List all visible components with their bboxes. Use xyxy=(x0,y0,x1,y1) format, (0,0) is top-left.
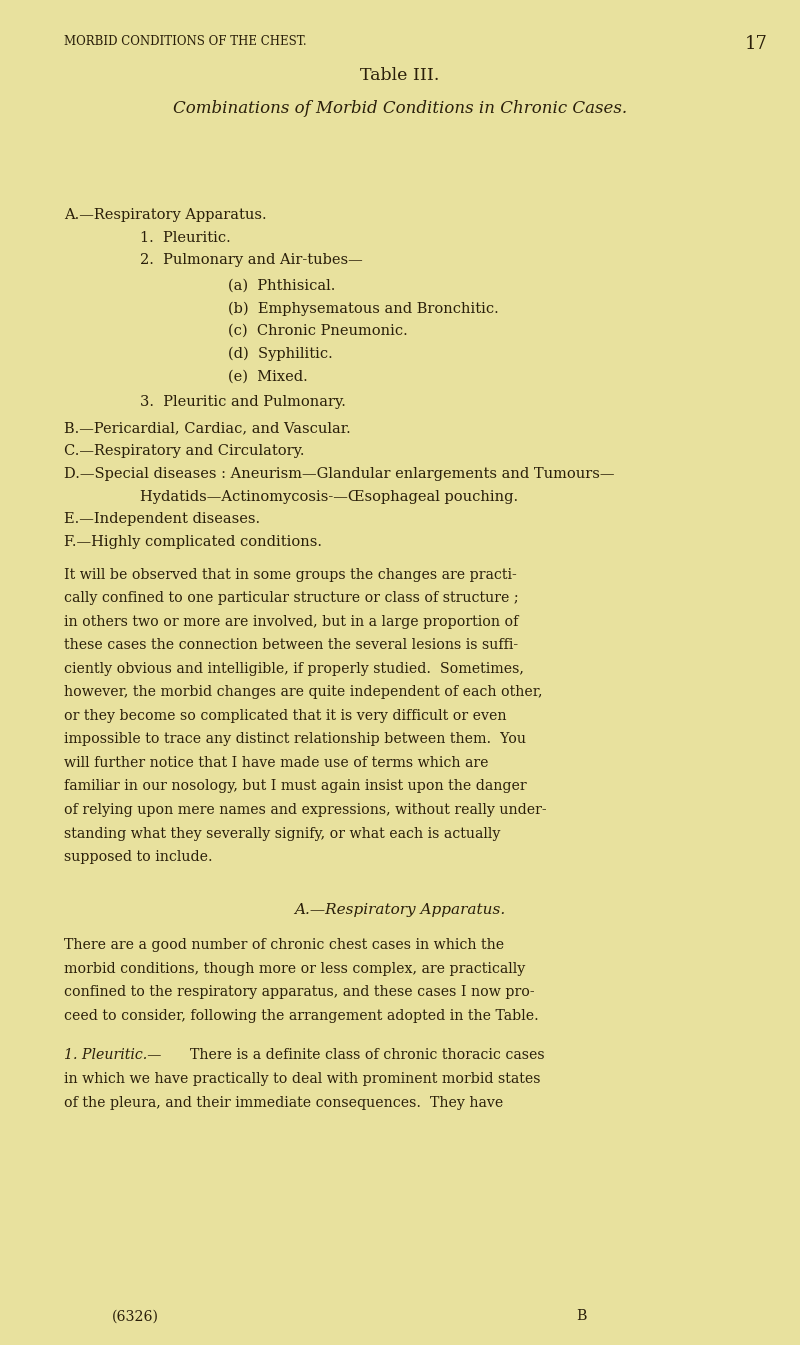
Text: (a)  Phthisical.: (a) Phthisical. xyxy=(228,278,335,292)
Text: It will be observed that in some groups the changes are practi-: It will be observed that in some groups … xyxy=(64,568,517,581)
Text: A.—Respiratory Apparatus.: A.—Respiratory Apparatus. xyxy=(294,904,506,917)
Text: in which we have practically to deal with prominent morbid states: in which we have practically to deal wit… xyxy=(64,1072,541,1085)
Text: (6326): (6326) xyxy=(112,1310,159,1323)
Text: will further notice that I have made use of terms which are: will further notice that I have made use… xyxy=(64,756,489,769)
Text: Hydatids—Actinomycosis-—Œsophageal pouching.: Hydatids—Actinomycosis-—Œsophageal pouch… xyxy=(140,490,518,503)
Text: supposed to include.: supposed to include. xyxy=(64,850,213,863)
Text: impossible to trace any distinct relationship between them.  You: impossible to trace any distinct relatio… xyxy=(64,732,526,746)
Text: (d)  Syphilitic.: (d) Syphilitic. xyxy=(228,347,333,362)
Text: cally confined to one particular structure or class of structure ;: cally confined to one particular structu… xyxy=(64,592,518,605)
Text: There are a good number of chronic chest cases in which the: There are a good number of chronic chest… xyxy=(64,939,504,952)
Text: however, the morbid changes are quite independent of each other,: however, the morbid changes are quite in… xyxy=(64,686,542,699)
Text: 1. Pleuritic.—: 1. Pleuritic.— xyxy=(64,1049,162,1063)
Text: 17: 17 xyxy=(745,35,768,52)
Text: B.—Pericardial, Cardiac, and Vascular.: B.—Pericardial, Cardiac, and Vascular. xyxy=(64,421,350,434)
Text: A.—Respiratory Apparatus.: A.—Respiratory Apparatus. xyxy=(64,208,266,222)
Text: 1.  Pleuritic.: 1. Pleuritic. xyxy=(140,231,230,245)
Text: E.—Independent diseases.: E.—Independent diseases. xyxy=(64,512,260,526)
Text: D.—Special diseases : Aneurism—Glandular enlargements and Tumours—: D.—Special diseases : Aneurism—Glandular… xyxy=(64,467,614,480)
Text: in others two or more are involved, but in a large proportion of: in others two or more are involved, but … xyxy=(64,615,518,628)
Text: B: B xyxy=(576,1310,586,1323)
Text: Table III.: Table III. xyxy=(360,67,440,85)
Text: Combinations of Morbid Conditions in Chronic Cases.: Combinations of Morbid Conditions in Chr… xyxy=(173,100,627,117)
Text: ciently obvious and intelligible, if properly studied.  Sometimes,: ciently obvious and intelligible, if pro… xyxy=(64,662,524,675)
Text: ceed to consider, following the arrangement adopted in the Table.: ceed to consider, following the arrangem… xyxy=(64,1009,538,1022)
Text: morbid conditions, though more or less complex, are practically: morbid conditions, though more or less c… xyxy=(64,962,526,975)
Text: 2.  Pulmonary and Air-tubes—: 2. Pulmonary and Air-tubes— xyxy=(140,253,362,266)
Text: of the pleura, and their immediate consequences.  They have: of the pleura, and their immediate conse… xyxy=(64,1096,503,1110)
Text: familiar in our nosology, but I must again insist upon the danger: familiar in our nosology, but I must aga… xyxy=(64,780,526,794)
Text: or they become so complicated that it is very difficult or even: or they become so complicated that it is… xyxy=(64,709,506,722)
Text: (b)  Emphysematous and Bronchitic.: (b) Emphysematous and Bronchitic. xyxy=(228,301,498,316)
Text: There is a definite class of chronic thoracic cases: There is a definite class of chronic tho… xyxy=(190,1049,544,1063)
Text: 3.  Pleuritic and Pulmonary.: 3. Pleuritic and Pulmonary. xyxy=(140,395,346,409)
Text: (e)  Mixed.: (e) Mixed. xyxy=(228,370,308,383)
Text: standing what they severally signify, or what each is actually: standing what they severally signify, or… xyxy=(64,826,500,841)
Text: F.—Highly complicated conditions.: F.—Highly complicated conditions. xyxy=(64,535,322,549)
Text: C.—Respiratory and Circulatory.: C.—Respiratory and Circulatory. xyxy=(64,444,305,457)
Text: MORBID CONDITIONS OF THE CHEST.: MORBID CONDITIONS OF THE CHEST. xyxy=(64,35,306,48)
Text: of relying upon mere names and expressions, without really under-: of relying upon mere names and expressio… xyxy=(64,803,546,816)
Text: (c)  Chronic Pneumonic.: (c) Chronic Pneumonic. xyxy=(228,324,408,338)
Text: these cases the connection between the several lesions is suffi-: these cases the connection between the s… xyxy=(64,639,518,652)
Text: confined to the respiratory apparatus, and these cases I now pro-: confined to the respiratory apparatus, a… xyxy=(64,986,534,999)
